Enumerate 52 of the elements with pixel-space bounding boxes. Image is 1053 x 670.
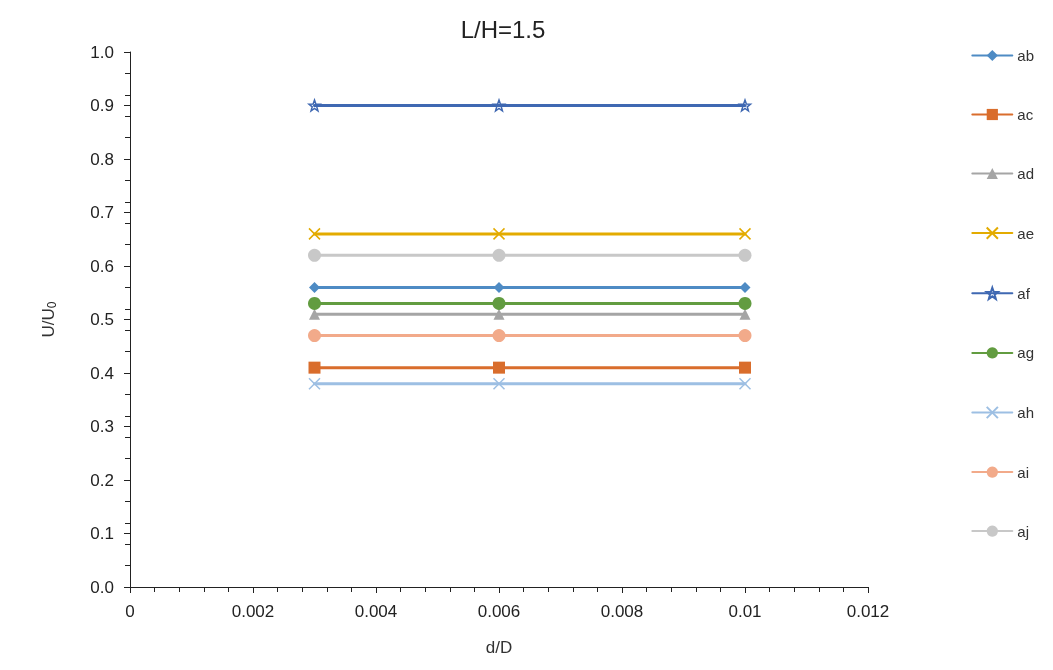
x-tick-label: 0 xyxy=(125,602,135,621)
y-axis-title: U/U0 xyxy=(38,301,59,338)
point xyxy=(492,296,506,310)
y-tick-label: 0.9 xyxy=(90,96,114,115)
point xyxy=(492,377,506,390)
y-tick-label: 0.2 xyxy=(90,470,114,490)
point xyxy=(308,248,321,262)
point xyxy=(308,361,321,374)
legend-label: aj xyxy=(1017,522,1029,540)
point xyxy=(309,281,320,293)
point xyxy=(493,361,505,374)
point xyxy=(492,99,506,112)
x-axis-title: d/D xyxy=(485,638,513,657)
y-tick-label: 0.6 xyxy=(90,256,114,276)
y-tick-label: 0.5 xyxy=(90,310,114,329)
x-tick-label: 0.004 xyxy=(354,602,398,621)
y-tick-label: 0.1 xyxy=(90,524,114,543)
legend-label: ac xyxy=(1017,106,1034,123)
point xyxy=(738,296,752,310)
point xyxy=(308,227,321,241)
y-tick-label: 0.4 xyxy=(90,363,114,383)
y-tick-label: 0.0 xyxy=(90,577,114,597)
point xyxy=(738,227,752,241)
legend-label: af xyxy=(1017,284,1031,302)
point xyxy=(308,99,321,112)
point xyxy=(738,99,752,112)
x-tick-label: 0.006 xyxy=(477,602,521,621)
legend-label: ae xyxy=(1017,224,1034,242)
legend-label: ah xyxy=(1017,404,1034,421)
point xyxy=(308,329,321,343)
x-tick-label: 0.012 xyxy=(846,602,890,621)
y-tick-label: 0.7 xyxy=(90,203,114,222)
point xyxy=(308,377,321,390)
x-tick-label: 0.008 xyxy=(600,602,644,621)
x-tick-label: 0.002 xyxy=(231,602,275,621)
legend-label: ad xyxy=(1017,165,1034,182)
y-tick-label: 0.3 xyxy=(90,417,114,436)
legend-label: ai xyxy=(1017,463,1029,481)
point xyxy=(492,227,506,241)
legend-label: ab xyxy=(1017,47,1034,64)
x-tick-label: 0.01 xyxy=(728,602,762,621)
legend-label: ag xyxy=(1017,344,1034,362)
point xyxy=(738,248,752,262)
chart-title: L/H=1.5 xyxy=(460,15,546,43)
point xyxy=(492,329,506,343)
point xyxy=(492,248,506,262)
point xyxy=(739,361,751,374)
point xyxy=(738,377,752,390)
y-tick-label: 0.8 xyxy=(90,149,114,169)
point xyxy=(738,329,752,343)
y-tick-label: 1.0 xyxy=(90,42,114,62)
point xyxy=(308,296,321,310)
